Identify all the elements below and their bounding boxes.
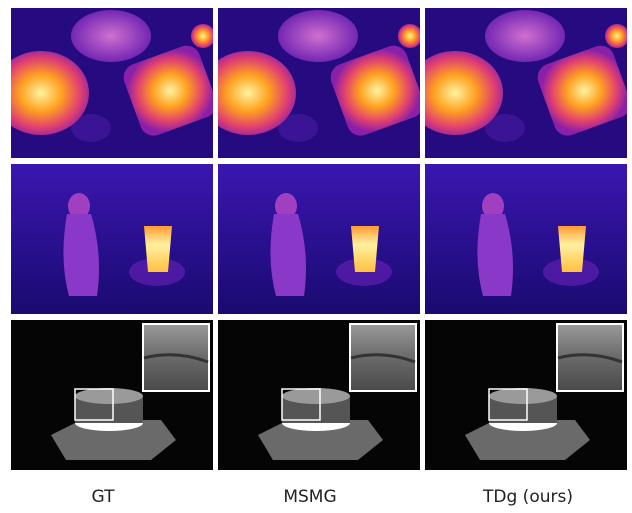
- column-label: TDg (ours): [482, 487, 573, 507]
- image-panel: [200, 8, 428, 158]
- image-panel: [425, 320, 627, 470]
- image-panel: [11, 320, 213, 470]
- image-panel: [0, 8, 221, 158]
- figure: GT MSMG TDg (ours): [0, 0, 632, 513]
- column-label: MSMG: [283, 487, 336, 507]
- column-label: GT: [92, 487, 116, 507]
- image-panel: [407, 8, 632, 158]
- image-panel: [218, 164, 420, 314]
- image-panel: [11, 164, 213, 314]
- image-panel: [218, 320, 420, 470]
- image-panel: [425, 164, 627, 314]
